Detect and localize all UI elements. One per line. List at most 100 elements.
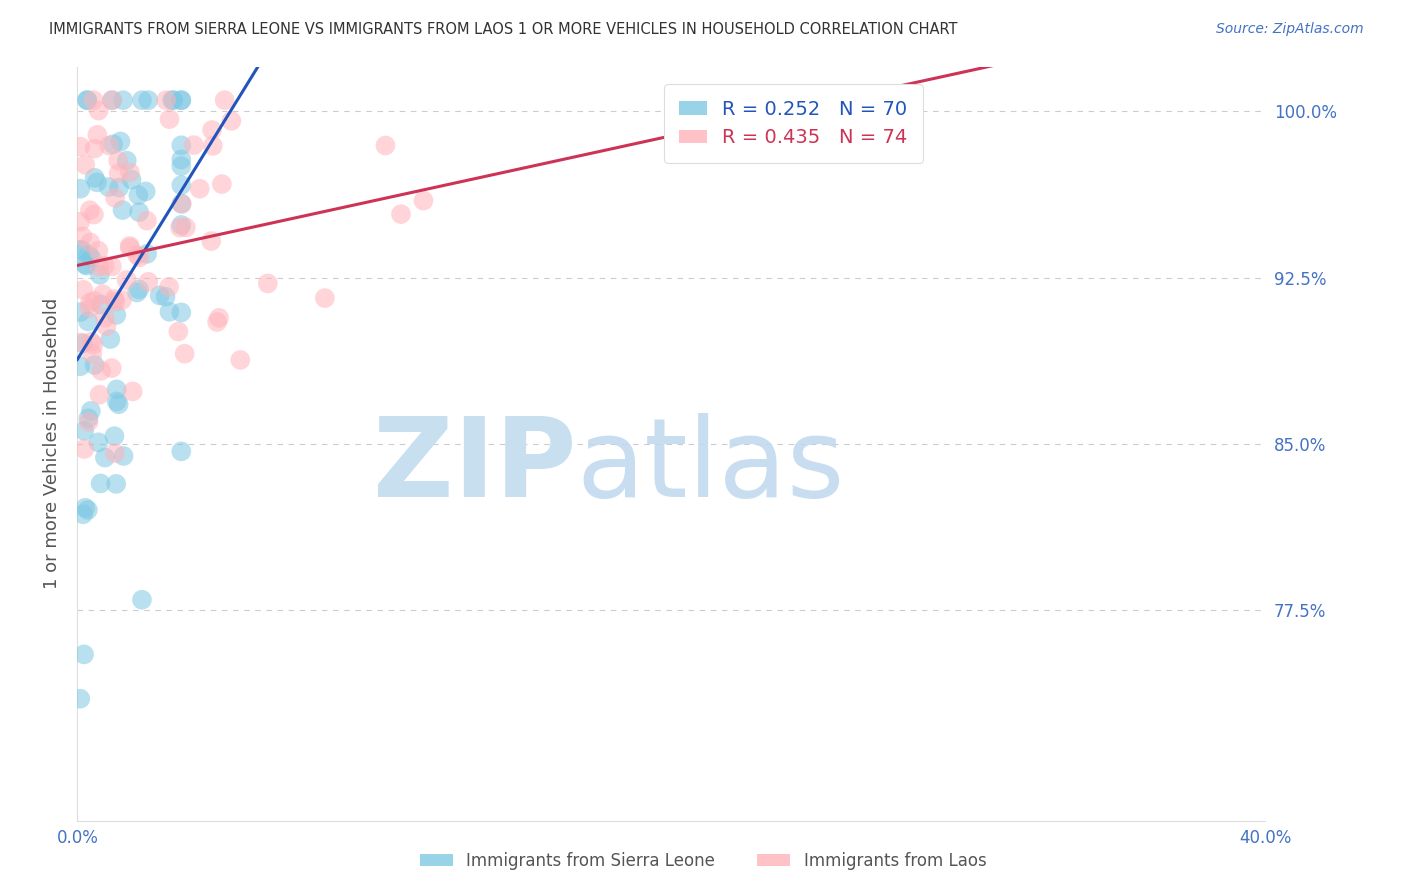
- Point: [79, 295, 101, 310]
- Point: [83, 170, 105, 185]
- Point: [200, 234, 222, 248]
- Legend: Immigrants from Sierra Leone, Immigrants from Laos: Immigrants from Sierra Leone, Immigrants…: [413, 846, 993, 877]
- Point: [201, 139, 224, 153]
- Point: [90, 476, 112, 491]
- Point: [115, 153, 138, 168]
- Point: [72, 508, 94, 522]
- Point: [112, 449, 135, 463]
- Point: [111, 203, 134, 218]
- Y-axis label: 1 or more Vehicles in Household: 1 or more Vehicles in Household: [42, 298, 60, 590]
- Point: [174, 220, 197, 235]
- Point: [80, 334, 103, 349]
- Point: [127, 188, 149, 202]
- Point: [101, 93, 124, 107]
- Point: [101, 137, 124, 152]
- Point: [104, 294, 127, 309]
- Point: [128, 250, 150, 264]
- Point: [167, 325, 190, 339]
- Point: [69, 359, 91, 374]
- Point: [131, 592, 153, 607]
- Point: [112, 93, 135, 107]
- Point: [80, 404, 103, 418]
- Point: [128, 282, 150, 296]
- Point: [75, 500, 97, 515]
- Point: [211, 177, 233, 191]
- Point: [101, 93, 124, 107]
- Point: [170, 197, 193, 211]
- Point: [70, 243, 93, 257]
- Point: [170, 305, 193, 319]
- Point: [72, 283, 94, 297]
- Point: [104, 446, 127, 460]
- Point: [149, 288, 172, 302]
- Point: [170, 196, 193, 211]
- Point: [76, 93, 98, 107]
- Point: [121, 172, 143, 186]
- Point: [83, 337, 105, 351]
- Point: [103, 429, 125, 443]
- Point: [389, 207, 412, 221]
- Point: [69, 243, 91, 257]
- Point: [90, 297, 112, 311]
- Point: [79, 203, 101, 218]
- Point: [107, 397, 129, 411]
- Point: [127, 248, 149, 262]
- Point: [105, 383, 128, 397]
- Point: [98, 138, 121, 153]
- Point: [69, 139, 91, 153]
- Point: [76, 503, 98, 517]
- Point: [214, 93, 236, 107]
- Point: [136, 93, 159, 107]
- Point: [91, 287, 114, 301]
- Point: [79, 235, 101, 250]
- Text: IMMIGRANTS FROM SIERRA LEONE VS IMMIGRANTS FROM LAOS 1 OR MORE VEHICLES IN HOUSE: IMMIGRANTS FROM SIERRA LEONE VS IMMIGRAN…: [49, 22, 957, 37]
- Point: [125, 285, 148, 300]
- Point: [75, 258, 97, 272]
- Point: [107, 166, 129, 180]
- Point: [138, 275, 160, 289]
- Point: [73, 424, 96, 438]
- Point: [201, 123, 224, 137]
- Point: [208, 310, 231, 325]
- Point: [104, 191, 127, 205]
- Point: [80, 251, 103, 265]
- Point: [107, 153, 129, 168]
- Point: [170, 153, 193, 167]
- Point: [155, 93, 177, 107]
- Point: [76, 93, 98, 107]
- Point: [72, 336, 94, 351]
- Legend: R = 0.252   N = 70, R = 0.435   N = 74: R = 0.252 N = 70, R = 0.435 N = 74: [664, 84, 922, 163]
- Point: [162, 93, 184, 107]
- Point: [170, 93, 193, 107]
- Point: [73, 442, 96, 456]
- Point: [79, 301, 101, 315]
- Point: [412, 194, 434, 208]
- Point: [111, 293, 134, 307]
- Point: [205, 315, 228, 329]
- Point: [87, 103, 110, 118]
- Point: [118, 165, 141, 179]
- Point: [69, 214, 91, 228]
- Text: ZIP: ZIP: [373, 413, 576, 520]
- Point: [135, 185, 157, 199]
- Point: [374, 138, 396, 153]
- Text: atlas: atlas: [576, 413, 845, 520]
- Point: [94, 310, 117, 325]
- Point: [82, 93, 104, 107]
- Point: [131, 93, 153, 107]
- Point: [100, 332, 122, 346]
- Point: [170, 138, 193, 153]
- Point: [221, 113, 243, 128]
- Point: [86, 128, 108, 142]
- Point: [83, 358, 105, 372]
- Point: [82, 347, 104, 361]
- Point: [87, 244, 110, 258]
- Point: [77, 415, 100, 429]
- Point: [169, 220, 191, 235]
- Point: [69, 182, 91, 196]
- Point: [170, 93, 193, 107]
- Point: [83, 293, 105, 308]
- Point: [100, 361, 122, 376]
- Point: [170, 444, 193, 458]
- Point: [77, 314, 100, 328]
